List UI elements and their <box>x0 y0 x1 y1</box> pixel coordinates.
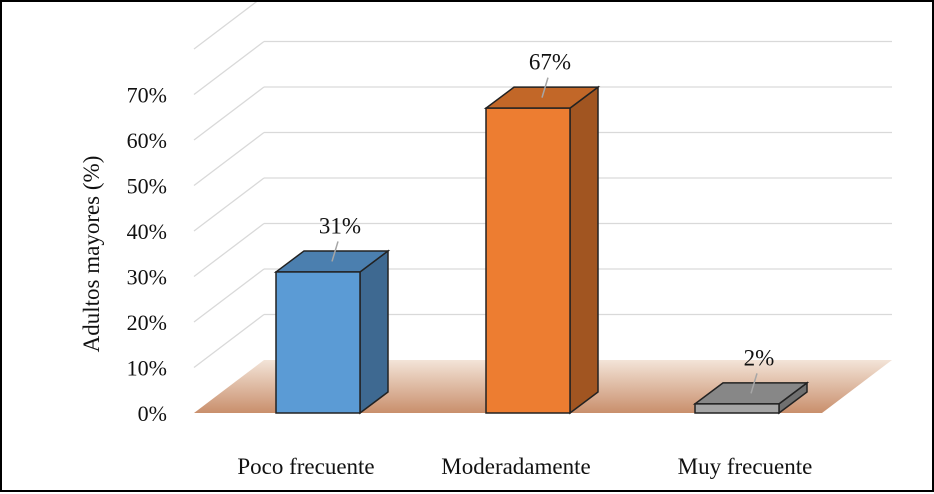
x-category-label: Poco frecuente <box>237 454 374 479</box>
y-tick-label: 30% <box>127 265 167 290</box>
bar-front <box>275 271 361 414</box>
data-label: 31% <box>319 213 361 238</box>
y-tick-label: 70% <box>127 83 167 108</box>
y-tick-label: 60% <box>127 128 167 153</box>
x-category-label: Muy frecuente <box>678 454 813 479</box>
y-axis-label: Adultos mayores (%) <box>79 156 104 353</box>
bar-front <box>485 107 571 414</box>
y-tick-label: 50% <box>127 174 167 199</box>
y-tick-label: 0% <box>138 401 167 426</box>
bar-1 <box>273 249 391 415</box>
data-label: 67% <box>529 50 571 75</box>
bar-side <box>569 85 599 415</box>
bar-side <box>359 249 389 415</box>
leader-line <box>750 373 758 394</box>
y-tick-label: 40% <box>127 219 167 244</box>
gridline-side <box>193 177 265 232</box>
bar-2 <box>483 85 601 415</box>
gridline-side <box>193 222 265 278</box>
y-tick-label: 10% <box>127 356 167 381</box>
y-tick-label: 20% <box>127 310 167 335</box>
data-label: 2% <box>744 345 775 370</box>
bar-front <box>694 403 780 414</box>
gridline-side <box>193 268 265 323</box>
leader-line <box>541 77 549 98</box>
gridline-side <box>193 86 265 141</box>
x-category-label: Moderadamente <box>441 454 590 479</box>
gridline-side <box>193 131 265 187</box>
gridline-side <box>193 2 258 50</box>
leader-line <box>331 241 339 262</box>
gridline-side <box>193 313 265 369</box>
gridline-side <box>193 40 265 96</box>
